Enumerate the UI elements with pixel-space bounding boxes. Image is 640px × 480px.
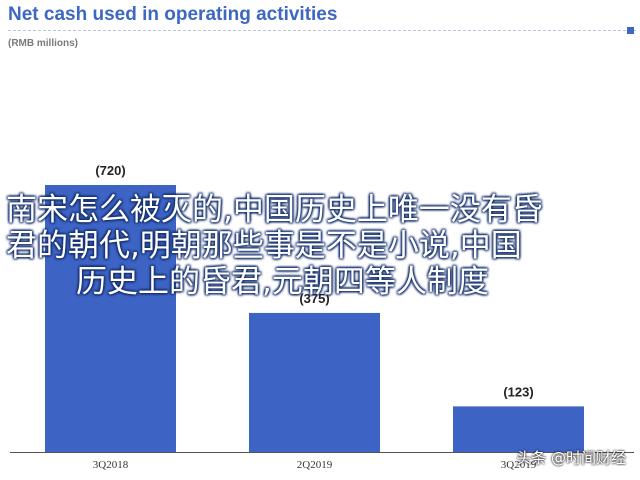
chart-subtitle: (RMB millions) bbox=[8, 38, 78, 49]
data-label-2Q2019: (375) bbox=[299, 291, 329, 306]
title-rule bbox=[8, 30, 636, 31]
watermark-text: 头条 @时间财经 bbox=[516, 449, 626, 467]
x-tick-3Q2019: 3Q2019 bbox=[501, 459, 537, 471]
data-label-3Q2019: (123) bbox=[503, 384, 533, 399]
x-tick-3Q2018: 3Q2018 bbox=[93, 459, 129, 471]
bar-3Q2018 bbox=[45, 185, 176, 452]
x-tick-2Q2019: 2Q2019 bbox=[297, 459, 333, 471]
bar-3Q2019 bbox=[453, 406, 584, 452]
bar-2Q2019 bbox=[249, 312, 380, 452]
title-rule-marker bbox=[627, 27, 634, 34]
data-label-3Q2018: (720) bbox=[95, 163, 125, 178]
chart-title: Net cash used in operating activities bbox=[8, 4, 338, 25]
